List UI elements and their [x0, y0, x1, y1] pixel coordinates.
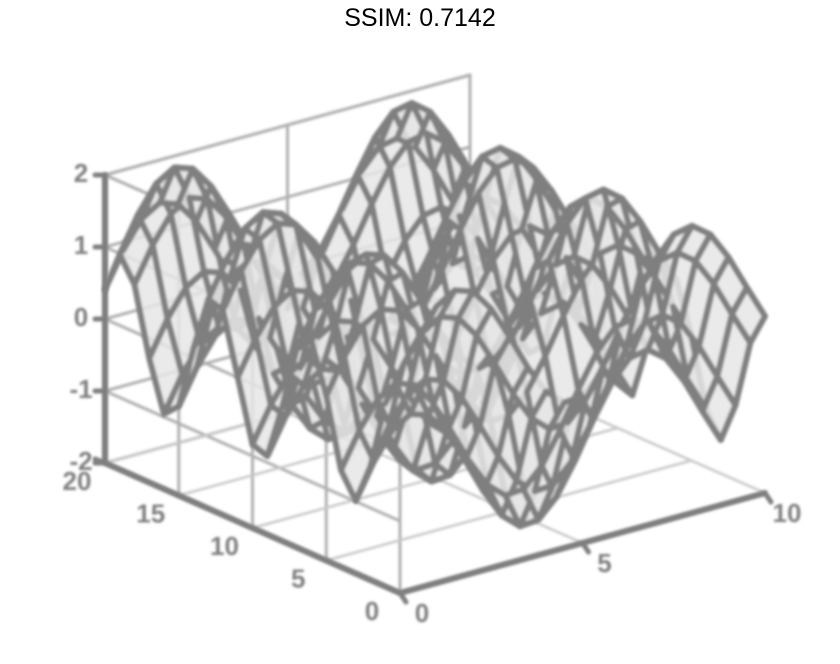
y-tick-mark: [313, 554, 329, 563]
z-tick-label: -2: [69, 446, 92, 476]
y-tick-label: 15: [136, 498, 165, 528]
y-tick-label: 0: [365, 596, 379, 626]
y-tick-label: 20: [63, 466, 92, 496]
tick-labels: 0 5 10 0 5 10 15 20-2 -1 0 1 2: [63, 158, 802, 628]
y-tick-mark: [387, 586, 403, 596]
grid-line: [103, 389, 402, 523]
x-tick-label: 10: [773, 498, 802, 528]
wireframe-surface: [102, 100, 768, 530]
pane-edge: [103, 73, 472, 177]
x-tick-label: 5: [597, 548, 611, 578]
y-tick-mark: [240, 521, 255, 531]
x-tick-mark: [762, 490, 774, 505]
axis-lines: [92, 172, 774, 605]
chart-title: SSIM: 0.7142: [344, 4, 496, 32]
y-tick-label: 10: [210, 531, 239, 561]
surface-cell: [729, 284, 768, 346]
z-tick-label: 2: [74, 158, 88, 188]
y-tick-mark: [166, 489, 182, 498]
y-tick-label: 5: [291, 563, 305, 593]
x-tick-label: 0: [415, 598, 429, 628]
x-tick-mark: [580, 540, 591, 555]
z-tick-label: 0: [74, 302, 88, 332]
z-tick-label: 1: [74, 230, 88, 260]
z-tick-label: -1: [69, 374, 92, 404]
